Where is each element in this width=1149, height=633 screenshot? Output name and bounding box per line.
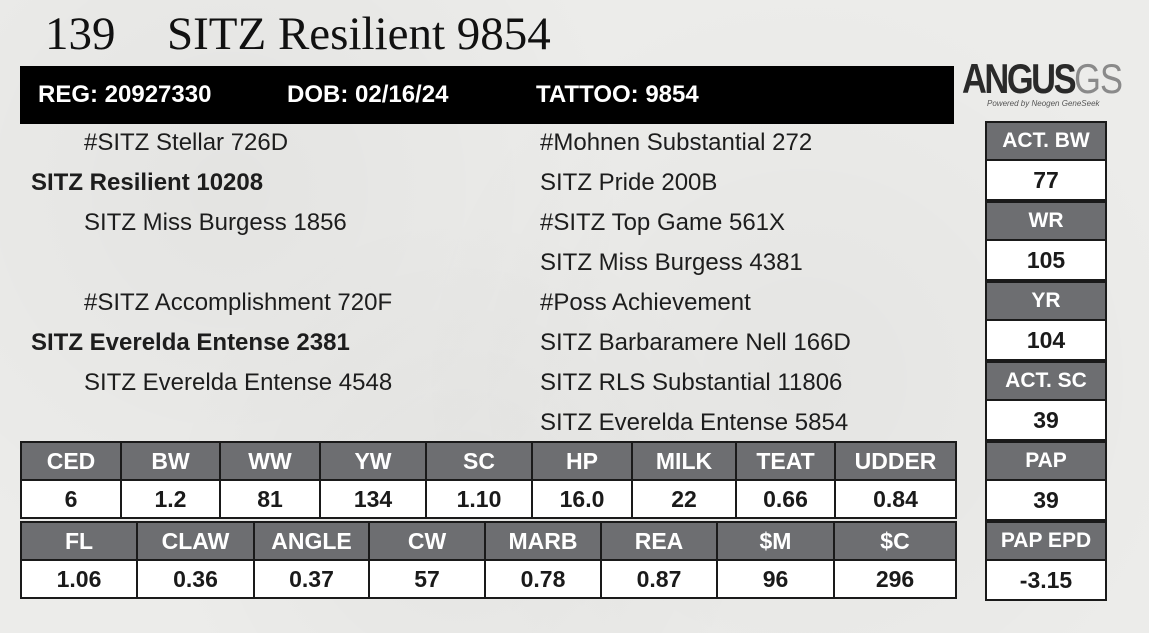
tattoo: TATTOO: 9854 [536, 81, 699, 108]
epd-header-teat: TEAT [735, 441, 836, 481]
pedigree-right-item: SITZ Everelda Entense 5854 [540, 409, 849, 436]
stat-label-pap-epd: PAP EPD [985, 521, 1107, 561]
epd-header-hp: HP [531, 441, 633, 481]
angus-gs-logo: ANGUSGS Powered by Neogen GeneSeek [962, 55, 1123, 113]
pedigree-right-item: SITZ Pride 200B [540, 169, 718, 196]
epd-value-angle: 0.37 [253, 559, 370, 599]
epd-value-sc: 1.10 [425, 479, 533, 519]
stat-value-pap: 39 [985, 481, 1107, 521]
epd-header-rea: REA [600, 521, 718, 561]
epd-value-ww: 81 [219, 479, 321, 519]
epd-value-hp: 16.0 [531, 479, 633, 519]
animal-name: SITZ Resilient 9854 [167, 8, 551, 60]
epd-header-claw: CLAW [136, 521, 255, 561]
pedigree-right-item: SITZ Miss Burgess 4381 [540, 249, 803, 276]
logo-tagline: Powered by Neogen GeneSeek [987, 99, 1100, 108]
registration-number: REG: 20927330 [38, 81, 212, 108]
stat-value-pap-epd: -3.15 [985, 561, 1107, 601]
pedigree-sire-sire: #SITZ Stellar 726D [84, 129, 289, 156]
pedigree-sire-dam: SITZ Miss Burgess 1856 [84, 209, 347, 236]
registration-bar: REG: 20927330 DOB: 02/16/24 TATTOO: 9854 [20, 66, 954, 124]
stat-label-yr: YR [985, 281, 1107, 321]
epd-value-dollar-c: 296 [833, 559, 957, 599]
stat-value-act-bw: 77 [985, 161, 1107, 201]
epd-header-dollar-c: $C [833, 521, 957, 561]
pedigree-right-item: #Poss Achievement [540, 289, 751, 316]
epd-value-milk: 22 [631, 479, 737, 519]
stat-value-act-sc: 39 [985, 401, 1107, 441]
epd-value-rea: 0.87 [600, 559, 718, 599]
epd-header-ced: CED [20, 441, 122, 481]
stat-label-act-bw: ACT. BW [985, 121, 1107, 161]
logo-main-text: ANGUS [962, 55, 1077, 102]
pedigree-right-item: #Mohnen Substantial 272 [540, 129, 813, 156]
epd-header-dollar-m: $M [716, 521, 835, 561]
epd-header-angle: ANGLE [253, 521, 370, 561]
epd-value-yw: 134 [319, 479, 427, 519]
stat-value-yr: 104 [985, 321, 1107, 361]
epd-value-udder: 0.84 [834, 479, 957, 519]
epd-value-teat: 0.66 [735, 479, 836, 519]
epd-value-claw: 0.36 [136, 559, 255, 599]
epd-header-sc: SC [425, 441, 533, 481]
stat-label-pap: PAP [985, 441, 1107, 481]
epd-value-bw: 1.2 [120, 479, 221, 519]
epd-header-fl: FL [20, 521, 138, 561]
epd-value-cw: 57 [368, 559, 486, 599]
stat-label-act-sc: ACT. SC [985, 361, 1107, 401]
epd-header-marb: MARB [484, 521, 602, 561]
date-of-birth: DOB: 02/16/24 [287, 81, 449, 108]
pedigree-sire: SITZ Resilient 10208 [31, 169, 264, 196]
pedigree-dam-sire: #SITZ Accomplishment 720F [84, 289, 393, 316]
pedigree-right-item: SITZ Barbaramere Nell 166D [540, 329, 851, 356]
pedigree-dam-dam: SITZ Everelda Entense 4548 [84, 369, 393, 396]
epd-header-milk: MILK [631, 441, 737, 481]
epd-value-ced: 6 [20, 479, 122, 519]
stat-value-wr: 105 [985, 241, 1107, 281]
epd-header-udder: UDDER [834, 441, 957, 481]
lot-title: 139 SITZ Resilient 9854 [45, 6, 551, 62]
epd-value-dollar-m: 96 [716, 559, 835, 599]
pedigree-right-item: SITZ RLS Substantial 11806 [540, 369, 843, 396]
epd-value-marb: 0.78 [484, 559, 602, 599]
epd-table-2: FL CLAW ANGLE CW MARB REA $M $C 1.06 0.3… [20, 521, 957, 599]
pedigree-dam: SITZ Everelda Entense 2381 [31, 329, 350, 356]
lot-number: 139 [45, 8, 116, 60]
epd-header-yw: YW [319, 441, 427, 481]
epd-table-1: CED BW WW YW SC HP MILK TEAT UDDER 6 1.2… [20, 441, 957, 519]
epd-value-fl: 1.06 [20, 559, 138, 599]
epd-header-ww: WW [219, 441, 321, 481]
logo-accent-text: GS [1074, 55, 1123, 102]
epd-header-cw: CW [368, 521, 486, 561]
pedigree-right-item: #SITZ Top Game 561X [540, 209, 786, 236]
epd-header-bw: BW [120, 441, 221, 481]
stat-label-wr: WR [985, 201, 1107, 241]
